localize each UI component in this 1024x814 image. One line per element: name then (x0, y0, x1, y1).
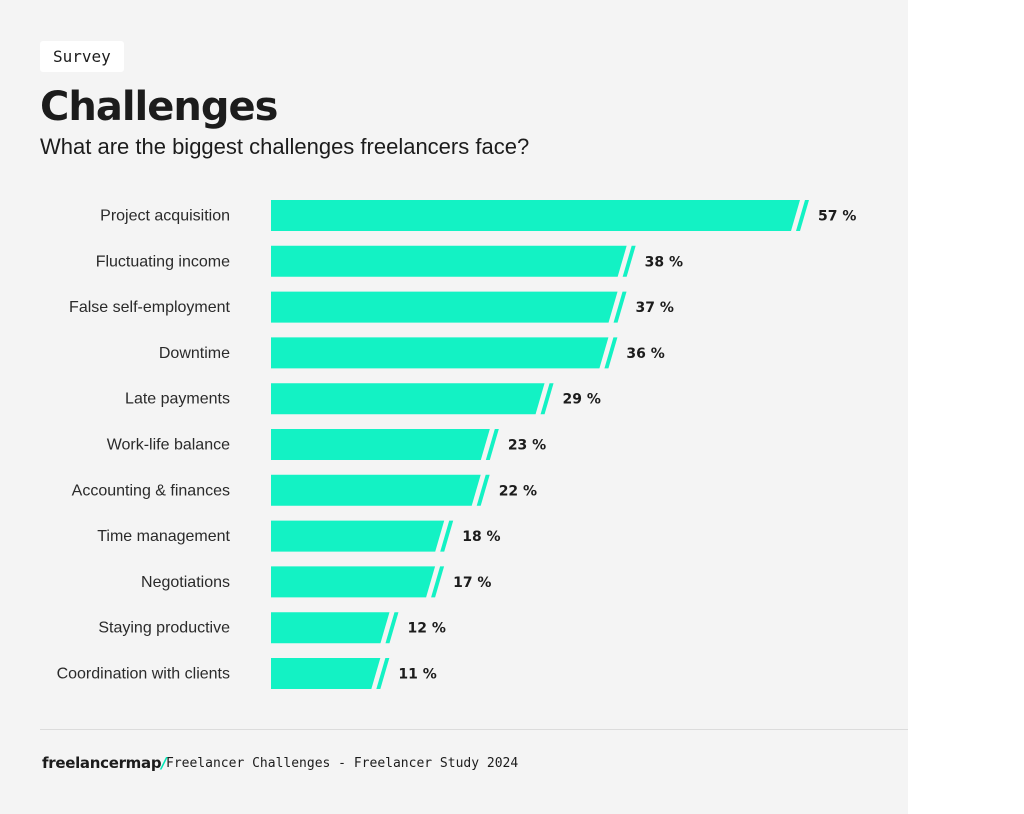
value-label: 22 % (499, 483, 537, 499)
value-label: 23 % (508, 438, 546, 454)
value-label: 17 % (453, 575, 491, 591)
bar-end-slash (604, 337, 618, 369)
value-label: 38 % (645, 254, 683, 270)
category-label: False self-employment (69, 299, 231, 316)
category-label: Coordination with clients (57, 666, 230, 683)
bar (271, 291, 618, 323)
value-label: 18 % (462, 529, 500, 545)
bar (271, 429, 490, 460)
category-label: Late payments (125, 391, 230, 408)
bar (271, 658, 381, 689)
bar-end-slash (431, 566, 445, 598)
category-label: Negotiations (141, 574, 230, 591)
brand-logo: freelancermap/ (42, 754, 167, 772)
bar (271, 520, 445, 552)
value-label: 11 % (398, 667, 436, 683)
chart-subtitle: What are the biggest challenges freelanc… (40, 134, 530, 159)
bar-end-slash (385, 612, 399, 644)
bar-end-slash (376, 658, 390, 689)
bar-end-slash (476, 474, 490, 506)
category-label: Staying productive (98, 620, 230, 637)
category-label: Downtime (159, 345, 230, 362)
category-label: Time management (97, 528, 230, 545)
bar (271, 474, 481, 506)
bar-end-slash (796, 200, 809, 231)
bar (271, 566, 436, 598)
value-label: 37 % (636, 300, 674, 316)
category-label: Project acquisition (100, 208, 230, 225)
value-label: 12 % (407, 621, 445, 637)
brand-name: freelancermap (42, 754, 162, 772)
bar (271, 337, 609, 369)
bar-end-slash (440, 520, 454, 552)
bar-end-slash (622, 245, 636, 277)
brand-slash-icon: / (161, 754, 167, 772)
footer-divider (40, 729, 908, 730)
source-caption: Freelancer Challenges - Freelancer Study… (166, 756, 519, 771)
bar (271, 383, 545, 415)
chart-title: Challenges (40, 84, 278, 130)
category-label: Fluctuating income (96, 253, 230, 270)
bar (271, 200, 800, 231)
value-label: 57 % (818, 209, 856, 225)
chart-panel: Survey Challenges What are the biggest c… (0, 0, 908, 814)
value-label: 29 % (563, 392, 601, 408)
bar-end-slash (540, 383, 554, 415)
survey-tag: Survey (40, 41, 124, 72)
bar (271, 245, 627, 277)
category-label: Work-life balance (107, 437, 230, 454)
bar (271, 612, 390, 644)
value-label: 36 % (626, 346, 664, 362)
bar-end-slash (613, 291, 627, 323)
bar-chart: Project acquisition 57 % Fluctuating incom… (57, 200, 856, 689)
bar-end-slash (485, 429, 499, 460)
category-label: Accounting & finances (72, 482, 230, 499)
